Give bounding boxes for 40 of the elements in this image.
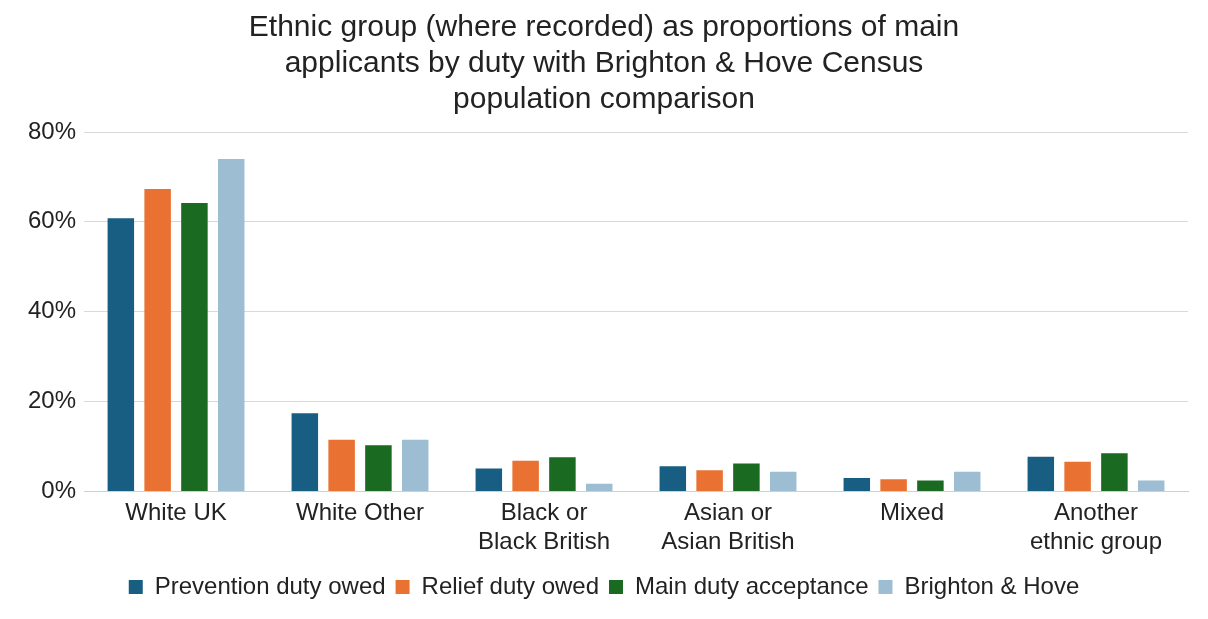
bar [144, 189, 171, 491]
x-tick-label: Mixed [879, 498, 945, 526]
x-tick-label: White Other [296, 498, 425, 526]
bar [880, 479, 907, 491]
y-tick-label: 80% [27, 116, 77, 144]
legend-label: Brighton & Hove [904, 571, 1080, 599]
legend-label: Main duty acceptance [635, 571, 869, 599]
bar [1137, 480, 1165, 491]
legend-label: Prevention duty owed [154, 571, 386, 599]
bar [181, 202, 208, 491]
y-tick-label: 60% [27, 206, 77, 234]
bar [107, 218, 135, 491]
bar [769, 471, 797, 491]
y-tick-label: 20% [27, 386, 77, 414]
bar [475, 468, 503, 491]
bar [953, 471, 981, 491]
bar [659, 466, 687, 491]
bar [733, 463, 760, 491]
bar [401, 439, 429, 491]
legend-label: Relief duty owed [421, 571, 600, 599]
x-tick-label: White UK [125, 498, 227, 526]
bar [843, 477, 871, 491]
bar [1064, 461, 1091, 491]
bar [512, 460, 539, 491]
x-tick-label: Asian or Asian British [661, 498, 795, 555]
bar [1101, 453, 1128, 491]
y-tick-label: 0% [41, 476, 77, 504]
bar [328, 439, 355, 491]
bar [549, 457, 576, 491]
bar [217, 158, 245, 491]
bar [1027, 456, 1055, 491]
bar [365, 445, 392, 491]
bar [291, 413, 319, 491]
x-tick-label: Another ethnic group [1029, 498, 1163, 555]
x-tick-label: Black or Black British [478, 498, 611, 555]
bar [917, 480, 944, 491]
y-tick-label: 40% [27, 296, 77, 324]
bar [585, 483, 613, 491]
bar [696, 470, 723, 491]
chart-title: Ethnic group (where recorded) as proportions of main applicants by duty with Brighton & Hove Census population comparison [248, 9, 960, 115]
